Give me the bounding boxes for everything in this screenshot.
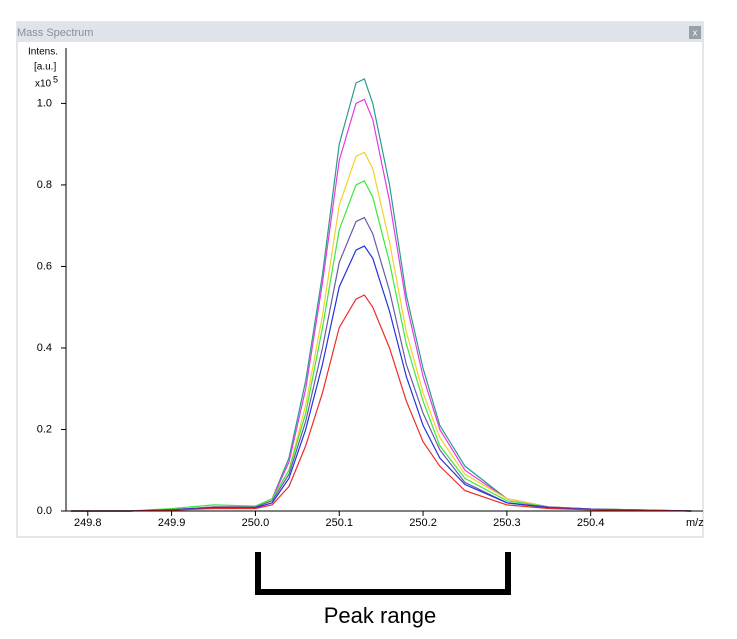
- spectrum-line: [71, 294, 692, 512]
- range-bracket: [255, 552, 511, 595]
- x-tick-label: 249.8: [74, 517, 102, 529]
- y-scale: x10: [35, 79, 52, 90]
- x-tick-label: 250.1: [325, 517, 353, 529]
- spectrum-line: [71, 245, 692, 512]
- y-label: [a.u.]: [34, 62, 56, 73]
- spectrum-line: [71, 216, 692, 512]
- x-tick-label: 250.3: [493, 517, 521, 529]
- x-tick-label: 250.4: [577, 517, 605, 529]
- y-scale-exponent: 5: [53, 74, 58, 84]
- y-tick-label: 0.0: [37, 505, 52, 517]
- y-tick-label: 0.2: [37, 423, 52, 435]
- x-tick-label: 250.2: [409, 517, 437, 529]
- y-tick-label: 0.6: [37, 260, 52, 272]
- window: [16, 21, 704, 538]
- x-label: m/z: [686, 517, 704, 529]
- window-title: Mass Spectrum: [17, 27, 93, 39]
- x-tick-label: 250.0: [242, 517, 270, 529]
- y-tick-label: 1.0: [37, 97, 52, 109]
- title-bar: [17, 22, 703, 42]
- spectrum-line: [71, 180, 692, 512]
- y-tick-label: 0.4: [37, 342, 52, 354]
- annotation: Peak range: [324, 603, 437, 628]
- y-tick-label: 0.8: [37, 179, 52, 191]
- close-label[interactable]: x: [693, 27, 698, 37]
- plot-area: [71, 78, 692, 512]
- close-button[interactable]: [689, 26, 701, 39]
- x-tick-label: 249.9: [158, 517, 186, 529]
- y-label: Intens.: [28, 47, 58, 58]
